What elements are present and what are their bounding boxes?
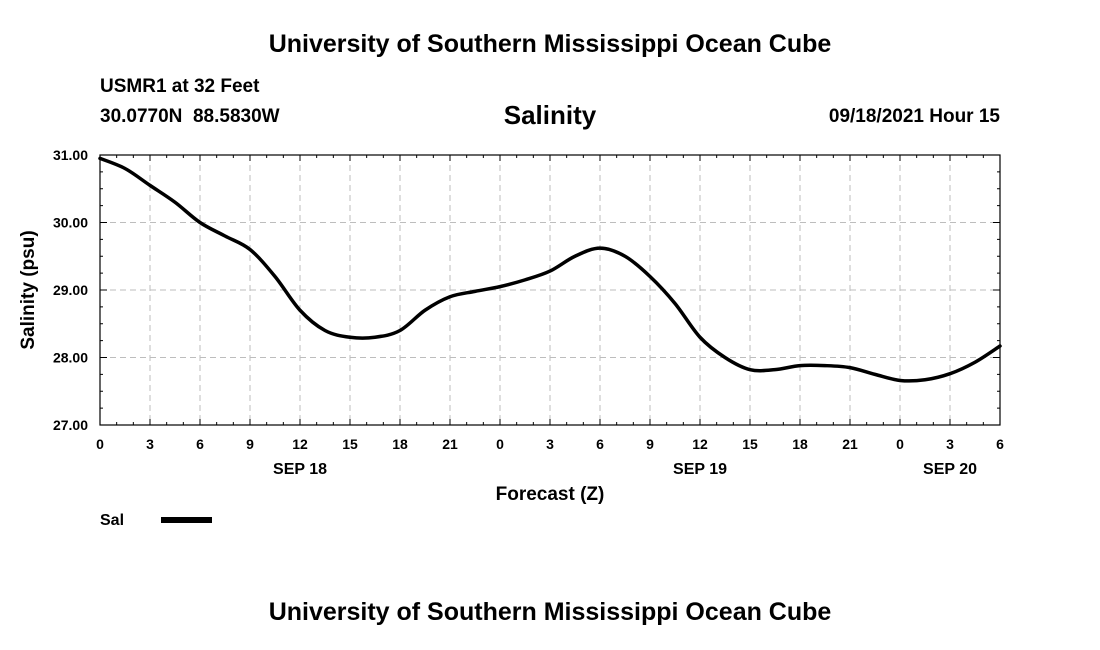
x-tick-label: 9 — [646, 436, 654, 452]
x-tick-label: 6 — [996, 436, 1004, 452]
x-tick-label: 21 — [842, 436, 858, 452]
x-tick-label: 18 — [792, 436, 808, 452]
x-tick-label: 15 — [742, 436, 758, 452]
tick-layer: 0 3 6 9 12 15 18 21 0 3 6 9 12 15 18 21 0 3 6 27.00 28.00 29.… — [53, 147, 1004, 478]
x-day-label: SEP 19 — [673, 461, 727, 478]
x-tick-label: 3 — [546, 436, 554, 452]
x-axis-label: Forecast (Z) — [496, 484, 605, 505]
x-tick-label: 12 — [692, 436, 708, 452]
footer-title: University of Southern Mississippi Ocean… — [268, 598, 832, 626]
x-tick-label: 15 — [342, 436, 358, 452]
x-day-label: SEP 20 — [923, 461, 977, 478]
y-tick-label: 28.00 — [53, 350, 88, 366]
x-tick-label: 12 — [292, 436, 308, 452]
x-tick-label: 9 — [246, 436, 254, 452]
y-tick-label: 27.00 — [53, 417, 88, 433]
y-tick-label: 29.00 — [53, 282, 88, 298]
x-tick-label: 21 — [442, 436, 458, 452]
page-title: University of Southern Mississippi Ocean… — [268, 30, 832, 58]
chart-title: Salinity — [503, 100, 597, 130]
x-tick-label: 0 — [96, 436, 104, 452]
y-tick-label: 30.00 — [53, 215, 88, 231]
station-label: USMR1 at 32 Feet — [100, 76, 260, 97]
x-tick-label: 3 — [146, 436, 154, 452]
x-tick-label: 18 — [392, 436, 408, 452]
x-tick-label: 6 — [196, 436, 204, 452]
legend-label: Sal — [100, 512, 124, 529]
y-axis-label: Salinity (psu) — [18, 230, 39, 349]
legend: Sal — [100, 512, 212, 529]
coordinates-label: 30.0770N 88.5830W — [100, 106, 280, 127]
y-tick-label: 31.00 — [53, 147, 88, 163]
x-tick-label: 0 — [496, 436, 504, 452]
x-tick-label: 6 — [596, 436, 604, 452]
series-line-sal — [98, 156, 1002, 383]
x-tick-label: 0 — [896, 436, 904, 452]
series-layer — [98, 156, 1002, 383]
datetime-label: 09/18/2021 Hour 15 — [828, 106, 1000, 127]
x-day-label: SEP 18 — [273, 461, 327, 478]
x-tick-label: 3 — [946, 436, 954, 452]
grid-layer — [100, 155, 1000, 425]
